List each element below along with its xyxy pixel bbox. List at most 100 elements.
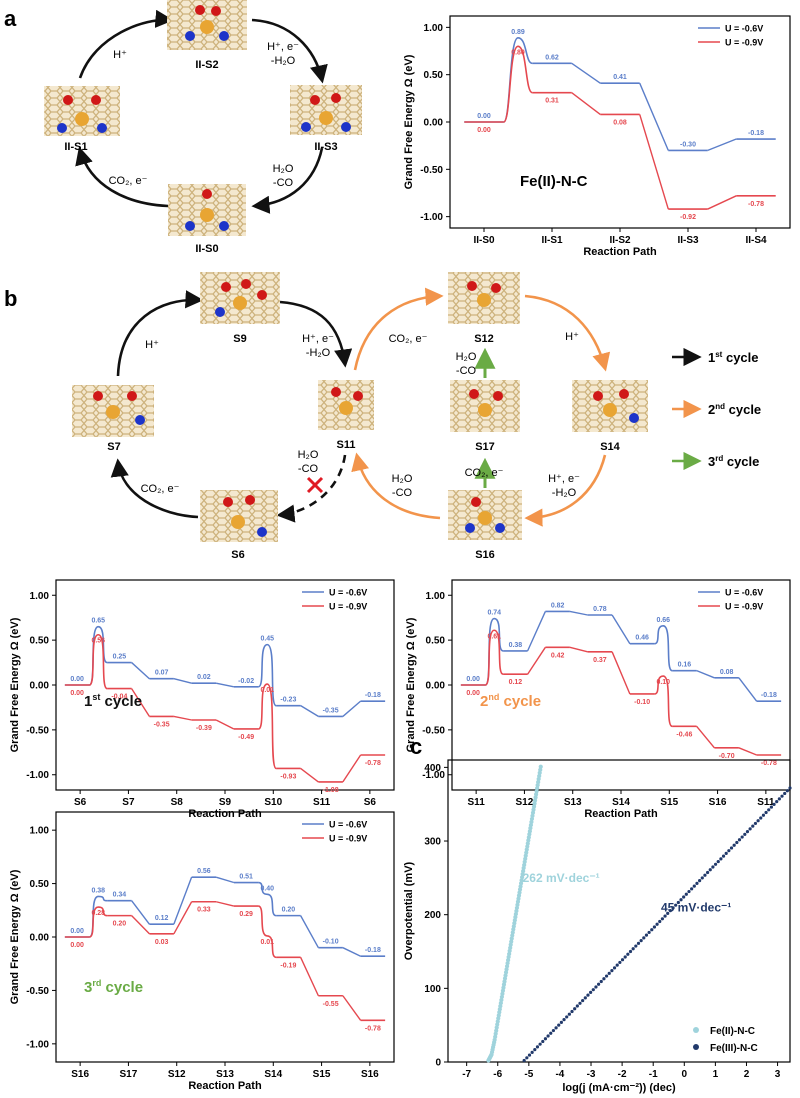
step-label: H⁺, e⁻ [548, 473, 580, 485]
y-axis-title: Overpotential (mV) [403, 861, 415, 960]
x-tick-label: S11 [468, 797, 486, 808]
energy-label: 0.25 [113, 654, 127, 661]
x-tick-label: 1 [713, 1069, 719, 1080]
energy-label: 0.00 [466, 690, 480, 697]
state-label-S12: S12 [474, 333, 494, 345]
chart-legend: U = -0.6V U = -0.9V [698, 588, 763, 612]
energy-label: 0.00 [477, 127, 491, 134]
series-u-minus-0.9V: 0.00 -0.04 -0.35 -0.39 -0.49 -0.93 -1.08 -0.78 0… [64, 633, 386, 794]
connector [696, 725, 715, 749]
connector [173, 715, 192, 721]
legend-label: U = -0.6V [725, 24, 763, 34]
x-tick-label: -6 [493, 1069, 502, 1080]
step-label: H₂O [392, 473, 413, 485]
state-label-S9: S9 [233, 333, 246, 345]
data-point [692, 884, 696, 888]
x-axis-title: Reaction Path [584, 808, 658, 820]
panel-label-b: b [4, 286, 17, 311]
connector [131, 900, 150, 925]
energy-label: 0.20 [282, 907, 296, 914]
data-point [586, 993, 590, 997]
data-point [785, 789, 789, 793]
energy-label: 0.29 [239, 911, 253, 918]
energy-label: -0.18 [365, 947, 381, 954]
data-point [775, 800, 779, 804]
x-tick-label: -7 [462, 1069, 471, 1080]
data-point [604, 974, 609, 978]
x-tick-label: S6 [364, 797, 377, 808]
x-tick-label: S15 [660, 797, 678, 808]
x-axis-title: Reaction Path [188, 1080, 262, 1092]
y-tick-label: 0.00 [30, 681, 50, 692]
data-point [695, 881, 699, 885]
data-point [745, 829, 750, 834]
connector [173, 876, 193, 925]
plot-frame [447, 759, 791, 1063]
connector [342, 995, 362, 1021]
data-point [525, 1056, 529, 1060]
energy-label: 0.34 [113, 892, 127, 899]
step-label: -H₂O [306, 347, 331, 359]
data-point [551, 1028, 556, 1033]
data-point [679, 898, 683, 902]
cycle-a-arrow-1 [78, 9, 174, 79]
cycle-annotation-sup: nd [488, 692, 499, 702]
connector [527, 646, 546, 675]
y-axis-title: Grand Free Energy Ω (eV) [405, 617, 417, 752]
state-label-S16: S16 [475, 549, 495, 561]
x-tick-label: 2 [744, 1069, 750, 1080]
series-u-minus-0.9V: 0.00 0.31 0.08 -0.92 -0.78 0.80 [464, 45, 776, 221]
step-label: CO₂, e⁻ [389, 333, 428, 345]
data-point [639, 939, 643, 943]
data-point [607, 971, 611, 975]
connector [738, 747, 757, 756]
x-tick-label: S16 [361, 1069, 379, 1080]
x-tick-label: S12 [168, 1069, 186, 1080]
x-tick-label: S8 [171, 797, 184, 808]
data-point [690, 887, 694, 891]
energy-label: -0.18 [365, 692, 381, 699]
data-point [772, 802, 776, 806]
y-tick-label: 0 [435, 1058, 441, 1069]
connector [131, 662, 150, 680]
legend-swatch [693, 1027, 699, 1033]
step-label: CO₂, e⁻ [141, 483, 180, 495]
data-point [626, 952, 630, 956]
data-point [597, 982, 601, 986]
data-point [570, 1009, 574, 1014]
data-point [589, 990, 593, 994]
step-label: H⁺ [145, 339, 159, 351]
connector [571, 92, 601, 115]
data-point [631, 947, 635, 951]
y-tick-label: 0.50 [426, 636, 446, 647]
data-point [546, 1034, 550, 1038]
y-tick-label: -1.00 [420, 212, 443, 223]
chart-legend: Fe(II)-N-C Fe(III)-N-C [693, 1026, 758, 1054]
energy-label: -0.78 [365, 1025, 381, 1032]
chart-legend: U = -0.6V U = -0.9V [302, 588, 367, 612]
chart-legend: U = -0.6V U = -0.9V [698, 24, 763, 48]
data-point [769, 805, 773, 809]
data-point [735, 840, 739, 845]
y-tick-label: 1.00 [30, 591, 50, 602]
x-axis-title: log(j (mA·cm⁻²)) (dec) [562, 1082, 676, 1094]
chart-legend: U = -0.6V U = -0.9V [302, 820, 367, 844]
x-tick-label: S9 [219, 797, 232, 808]
energy-label: -1.08 [323, 787, 339, 794]
connector [215, 901, 235, 907]
state-label-II-S0: II-S0 [195, 243, 218, 255]
data-point [575, 1004, 579, 1008]
data-point [764, 810, 768, 815]
data-point [615, 963, 619, 967]
y-tick-label: 0.50 [30, 636, 50, 647]
data-point [682, 895, 686, 899]
y-tick-label: -1.00 [26, 1039, 49, 1050]
structure-S16 [448, 490, 522, 540]
data-point [753, 821, 758, 826]
y-tick-label: 0.00 [426, 681, 446, 692]
y-tick-label: 200 [424, 910, 441, 921]
x-tick-label: S6 [74, 797, 87, 808]
slope-label-fe3: 45 mV·dec⁻¹ [661, 900, 731, 914]
energy-label: 0.56 [197, 868, 211, 875]
energy-label: 0.00 [70, 928, 84, 935]
